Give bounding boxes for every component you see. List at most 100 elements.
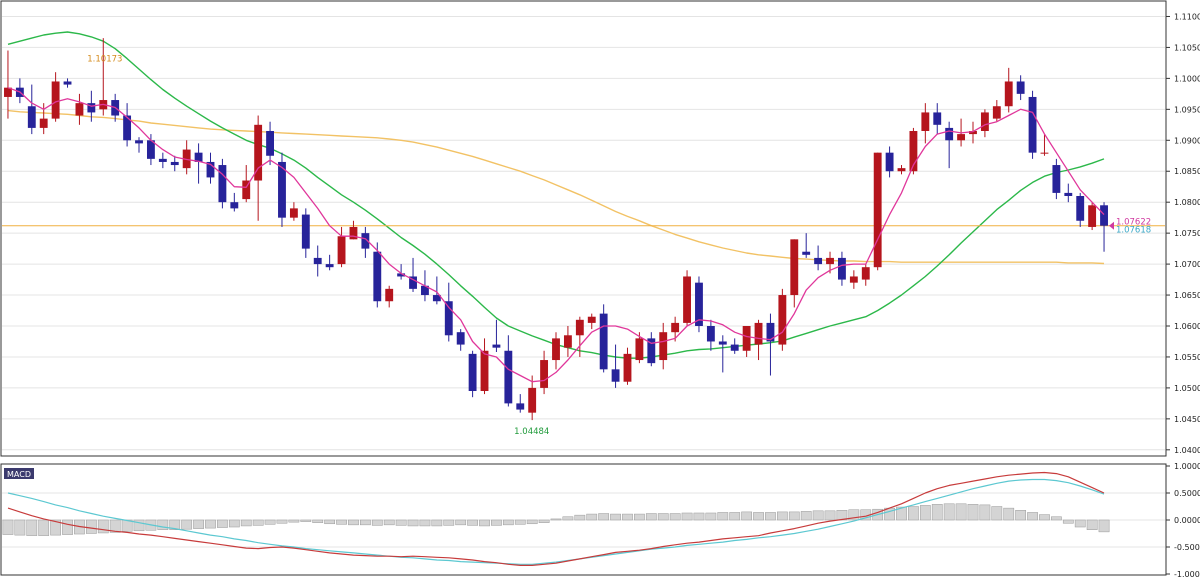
macd-histogram-bar [85, 519, 97, 534]
candle-body [575, 319, 584, 336]
macd-histogram-bar [955, 503, 967, 521]
macd-histogram-bar [431, 519, 443, 527]
macd-histogram-bar [645, 513, 657, 521]
candle-body [802, 251, 811, 255]
candle-body [4, 87, 12, 97]
slow-ma-line [7, 109, 1105, 265]
candle-body [146, 140, 155, 159]
candle-body [587, 316, 596, 323]
candle-body [766, 322, 775, 342]
macd-histogram-bar [50, 519, 61, 536]
macd-histogram-bar [550, 518, 562, 521]
price-tick-label: 1.10500 [1174, 43, 1200, 52]
macd-histogram-bar [574, 514, 586, 521]
candle-body [206, 161, 215, 178]
price-line-label-2: 1.07618 [1116, 226, 1151, 236]
price-tick-label: 1.07000 [1174, 260, 1200, 269]
candle-body [87, 103, 96, 113]
macd-histogram-bar [1027, 512, 1038, 521]
price-tick-label: 1.06000 [1174, 322, 1200, 331]
macd-tag-bg [4, 468, 34, 479]
macd-histogram-bar [753, 512, 764, 521]
candle-body [933, 112, 942, 125]
macd-histogram-bar [622, 513, 633, 521]
macd-histogram-bar [765, 512, 776, 521]
macd-histogram-bar [491, 519, 502, 526]
price-tick-label: 1.08500 [1174, 167, 1200, 176]
macd-histogram-bar [1074, 519, 1086, 528]
macd-histogram-bar [300, 519, 312, 522]
fast-moving-average [7, 87, 1105, 383]
macd-histogram-bar [252, 519, 264, 526]
price-panel [0, 0, 1167, 457]
candle-body [957, 134, 966, 141]
macd-tick-label: -0.5000 [1174, 543, 1200, 552]
candle-body [611, 369, 620, 382]
candle-body [909, 131, 918, 172]
candle-body [1100, 205, 1108, 226]
macd-histogram-bar [526, 519, 538, 525]
candle-body [278, 161, 286, 218]
macd-histogram-bar [943, 503, 955, 521]
candle-body [1028, 96, 1037, 153]
macd-histogram-bar [395, 519, 407, 526]
candle-body [1088, 205, 1097, 227]
price-arrow-icon [1109, 221, 1114, 230]
macd-histogram-bar [14, 519, 26, 536]
candle-body [552, 338, 560, 361]
fast-ma-line [7, 87, 1105, 383]
macd-histogram-bar [1086, 519, 1098, 530]
price-tick-label: 1.07500 [1174, 229, 1200, 238]
candle-body [409, 276, 417, 289]
candle-body [230, 202, 239, 209]
macd-histogram-bar [276, 519, 288, 524]
macd-histogram-bar [383, 519, 395, 526]
candle-body [790, 239, 799, 296]
macd-tag: MACD [7, 470, 31, 479]
macd-histogram-bar [896, 506, 907, 521]
low-price-label: 1.04484 [514, 427, 549, 437]
macd-histogram-bar [371, 519, 383, 526]
candle-body [27, 106, 36, 128]
price-axis: 1.11000 1.10500 1.10000 1.09500 1.09000 1.085… [1166, 12, 1200, 455]
macd-histogram-bar [610, 513, 621, 521]
candle-body [659, 332, 668, 361]
candle-body [492, 344, 501, 348]
candle-body [563, 335, 572, 348]
macd-histogram-bar [776, 511, 788, 521]
price-tick-label: 1.09000 [1174, 136, 1200, 145]
macd-histogram-bar [360, 519, 371, 526]
macd-histogram-bar [800, 511, 812, 521]
macd-histogram-bar [812, 510, 824, 521]
macd-histogram-bar [919, 505, 931, 521]
macd-histogram-bar [931, 504, 943, 521]
candle-body [349, 226, 358, 240]
macd-histogram-bar [467, 519, 478, 526]
macd-line [7, 471, 1105, 567]
macd-histogram-bar [193, 519, 204, 529]
candle-body [313, 257, 322, 265]
macd-histogram-bar [133, 519, 145, 532]
candle-body [301, 214, 310, 249]
candle-body [885, 152, 894, 172]
macd-lines [7, 471, 1105, 567]
slow-moving-average [7, 109, 1105, 265]
macd-histogram-bar [669, 513, 681, 521]
candle-body [861, 267, 870, 280]
candle-body [778, 295, 787, 345]
candle-body [135, 140, 143, 144]
price-grid [2, 15, 1165, 451]
candle-body [456, 332, 465, 345]
macd-histogram-bar [407, 519, 419, 527]
price-line-label-1: 1.07622 [1116, 218, 1151, 228]
price-tick-label: 1.11000 [1174, 12, 1200, 21]
macd-histogram-bar [181, 519, 193, 530]
macd-histogram-bar [1098, 519, 1110, 533]
candle-body [385, 288, 394, 302]
candle-body [254, 124, 263, 181]
price-tick-label: 1.04000 [1174, 446, 1200, 455]
candle-body [969, 131, 977, 135]
macd-histogram-bar [288, 519, 300, 523]
candle-body [194, 152, 203, 162]
